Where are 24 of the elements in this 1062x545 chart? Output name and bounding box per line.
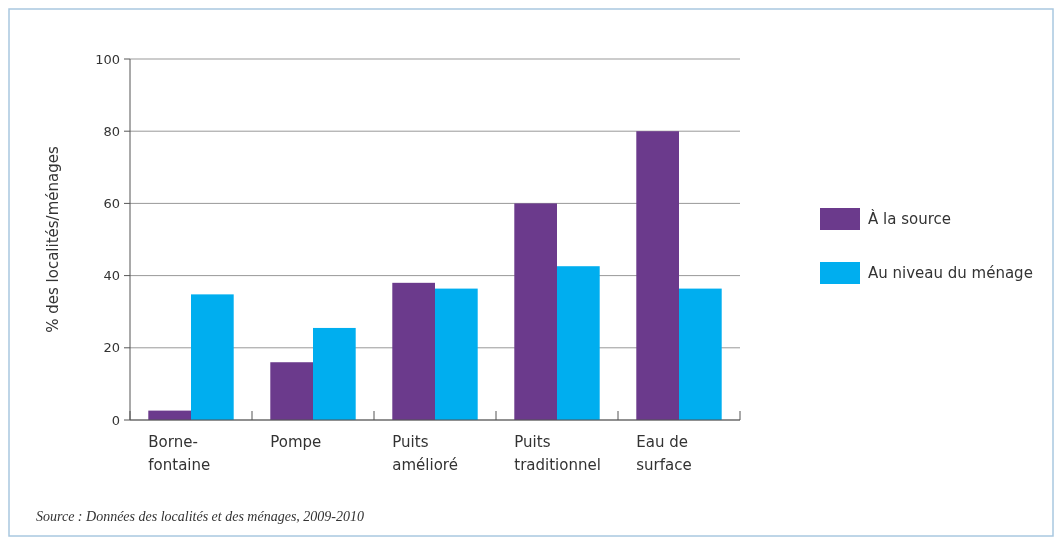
y-tick-label: 60 bbox=[103, 195, 120, 211]
x-tick-label: Borne- fontaine bbox=[148, 433, 211, 474]
legend-label: À la source bbox=[868, 209, 951, 229]
y-tick-label: 40 bbox=[103, 268, 120, 284]
y-tick-label: 80 bbox=[103, 123, 120, 139]
y-tick-label: 100 bbox=[95, 51, 120, 67]
y-tick-label: 20 bbox=[103, 340, 120, 356]
legend-label: Au niveau du ménage bbox=[868, 264, 1033, 283]
y-axis-title: % des localités/ménages bbox=[44, 146, 62, 333]
bar bbox=[392, 282, 435, 420]
x-tick-label: Puits amélioré bbox=[392, 433, 458, 474]
y-tick-label: 0 bbox=[111, 412, 120, 428]
bar bbox=[557, 266, 600, 420]
x-tick-label: Pompe bbox=[270, 433, 322, 451]
bar bbox=[313, 327, 356, 420]
source-note: Source : Données des localités et des ménages, 2009-2010 bbox=[36, 509, 365, 524]
bar bbox=[514, 203, 557, 420]
bar bbox=[270, 362, 313, 420]
bar bbox=[435, 288, 478, 420]
x-tick-label: Puits traditionnel bbox=[514, 433, 601, 474]
x-tick-label: Eau de surface bbox=[636, 433, 692, 474]
bar bbox=[636, 131, 679, 420]
bar bbox=[679, 288, 722, 420]
bar bbox=[191, 294, 234, 420]
